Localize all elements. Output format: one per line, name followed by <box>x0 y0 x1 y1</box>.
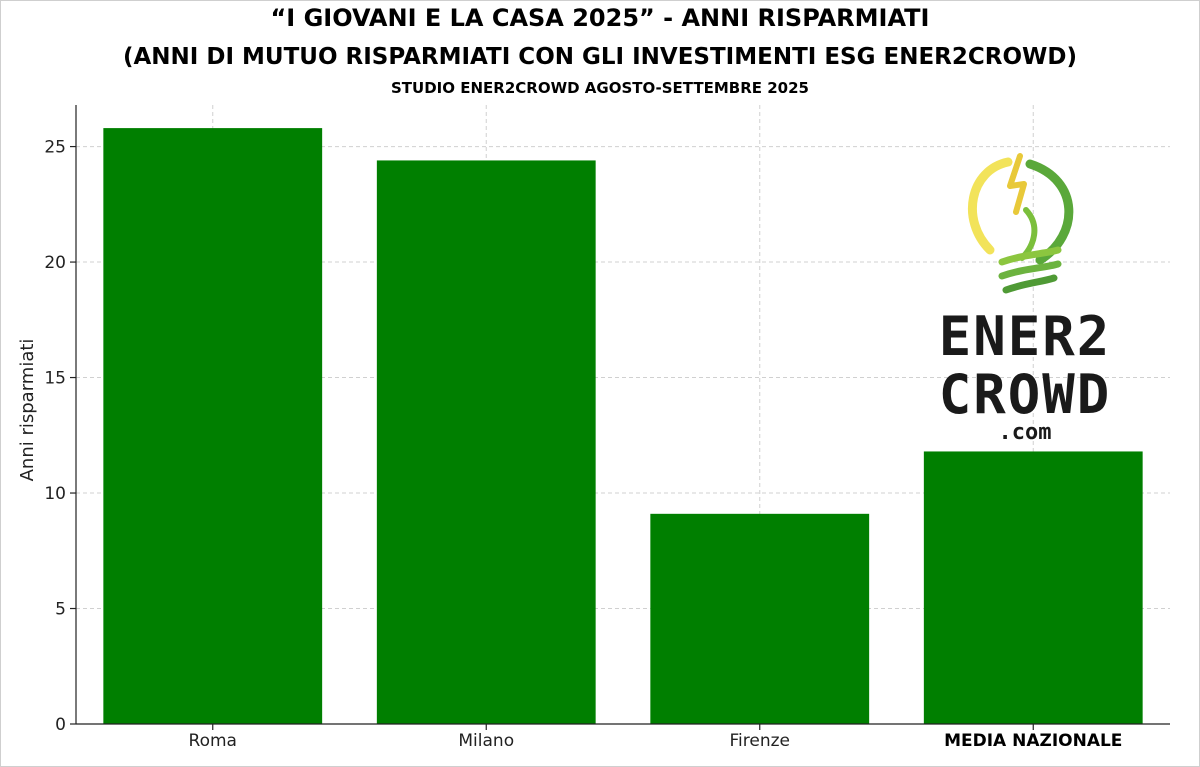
y-tick-label: 15 <box>44 369 66 389</box>
chart-subtitle: (ANNI DI MUTUO RISPARMIATI CON GLI INVES… <box>122 44 1077 70</box>
logo-text-domain: .com <box>999 420 1052 445</box>
bars <box>103 128 1143 724</box>
bar-roma <box>103 128 323 724</box>
y-ticks: 0 5 10 15 20 25 <box>44 138 76 735</box>
axes <box>75 105 1170 725</box>
ener2crowd-logo: ENER2 CROWD .com <box>939 153 1112 445</box>
x-tick-label: Firenze <box>730 731 791 751</box>
y-tick-label: 0 <box>55 715 66 735</box>
bar-firenze <box>650 513 870 724</box>
chart-source: STUDIO ENER2CROWD AGOSTO-SETTEMBRE 2025 <box>391 79 809 97</box>
x-ticks: Roma Milano Firenze MEDIA NAZIONALE <box>189 724 1122 751</box>
y-tick-label: 10 <box>44 484 66 504</box>
y-tick-label: 5 <box>55 600 66 620</box>
logo-text-crowd: CROWD <box>939 363 1112 426</box>
chart-title: “I GIOVANI E LA CASA 2025” - ANNI RISPAR… <box>270 4 930 32</box>
lightbulb-leaf-icon <box>967 153 1074 294</box>
x-tick-label: Milano <box>458 731 514 751</box>
y-axis-label: Anni risparmiati <box>17 339 38 482</box>
y-tick-label: 25 <box>44 138 66 158</box>
bar-media-nazionale <box>923 451 1143 724</box>
x-tick-label: MEDIA NAZIONALE <box>944 731 1122 751</box>
logo-text-ener2: ENER2 <box>939 305 1112 368</box>
x-tick-label: Roma <box>189 731 237 751</box>
bar-milano <box>376 160 596 724</box>
y-tick-label: 20 <box>44 253 66 273</box>
